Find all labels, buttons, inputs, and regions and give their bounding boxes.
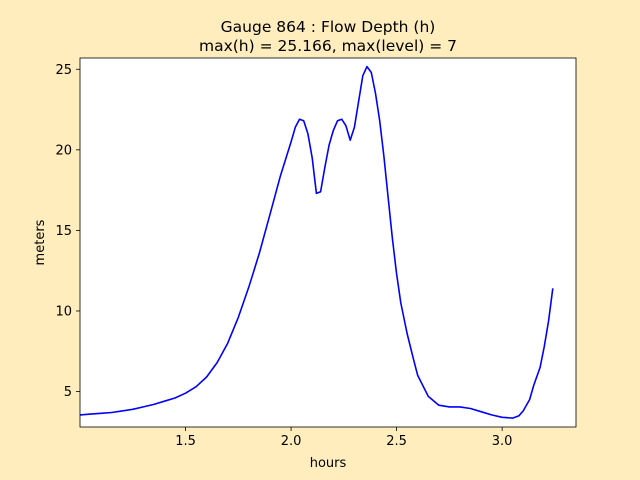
plot-frame bbox=[79, 57, 577, 428]
y-tick-label: 5 bbox=[64, 385, 72, 400]
y-axis: 5 10 15 20 25 bbox=[55, 63, 80, 400]
x-tick-label: 3.0 bbox=[492, 434, 513, 449]
y-axis-label: meters bbox=[33, 219, 48, 265]
y-tick-label: 20 bbox=[55, 143, 72, 158]
chart-subtitle: max(h) = 25.166, max(level) = 7 bbox=[199, 37, 457, 55]
x-tick-label: 2.0 bbox=[281, 434, 302, 449]
y-tick-label: 25 bbox=[55, 63, 72, 78]
series-layer bbox=[79, 65, 554, 419]
series-line-0 bbox=[79, 65, 554, 419]
x-axis: 1.5 2.0 2.5 3.0 bbox=[175, 427, 512, 449]
y-tick-label: 10 bbox=[55, 304, 72, 319]
plot-area bbox=[80, 58, 576, 427]
chart-title: Gauge 864 : Flow Depth (h) bbox=[221, 18, 436, 36]
x-axis-label: hours bbox=[310, 456, 347, 471]
x-tick-label: 2.5 bbox=[386, 434, 407, 449]
y-tick-label: 15 bbox=[55, 224, 72, 239]
x-tick-label: 1.5 bbox=[175, 434, 196, 449]
